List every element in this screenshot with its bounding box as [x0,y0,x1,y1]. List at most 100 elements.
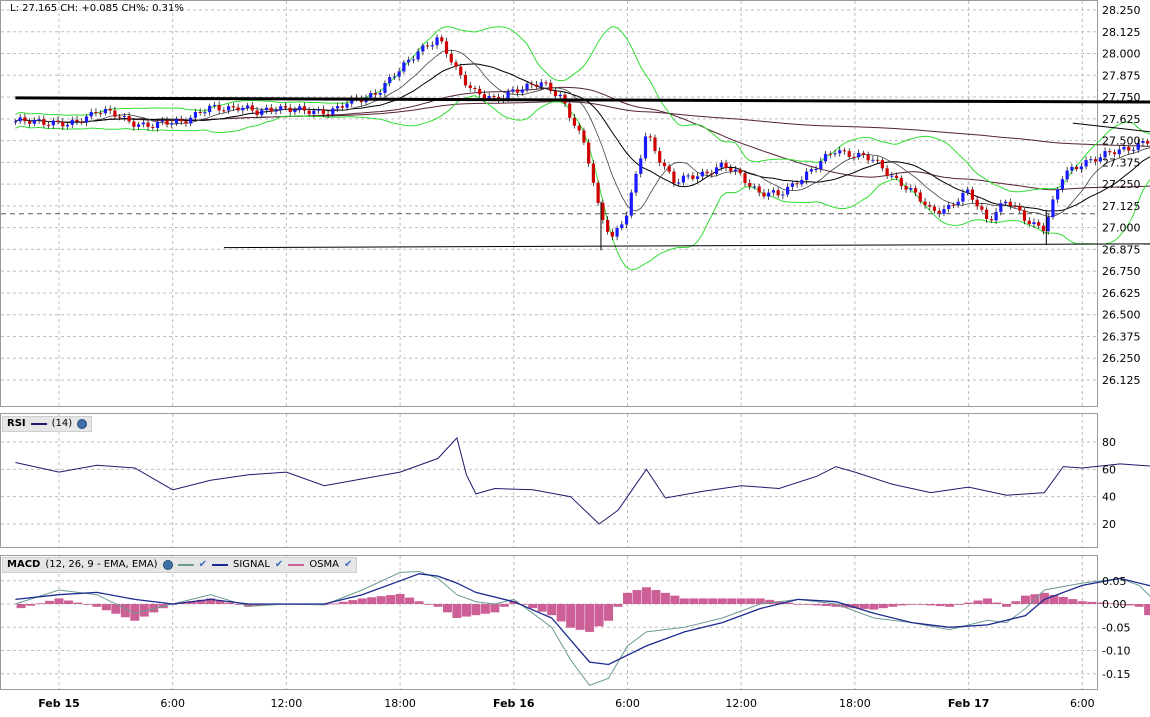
candle [947,204,951,210]
candle [373,93,378,95]
gear-icon[interactable] [77,419,88,429]
gear-icon[interactable] [162,560,173,570]
osma-bar [518,604,528,605]
macd-legend: MACD (12, 26, 9 - EMA, EMA) ✔ SIGNAL ✔ O… [2,557,358,573]
candle [857,152,861,158]
candle [136,124,141,127]
candle [800,179,804,185]
osma-bar [774,601,784,604]
osma-bar [878,604,888,609]
candle [1141,140,1145,143]
candle [771,190,776,193]
candle [539,82,543,87]
candle [89,112,93,117]
check-icon[interactable]: ✔ [274,559,284,570]
osma-bar [679,598,689,604]
osma-bar [755,598,765,604]
candle [639,158,643,174]
osma-bar [1068,599,1078,604]
osma-bar [424,604,434,605]
candle [686,175,690,177]
osma-bar [82,604,92,605]
candle [46,124,51,126]
candle [842,150,847,152]
candle [710,173,714,175]
candle [198,111,202,114]
candle [279,106,283,111]
osma-bar [101,604,111,611]
candle [530,83,534,85]
osma-bar [613,604,623,607]
trendline[interactable] [15,96,1150,106]
candle [634,173,638,193]
osma-bar [452,604,462,618]
candle [871,159,875,161]
candle [421,45,425,52]
candle [179,119,183,122]
macd-legend-osma: OSMA [309,559,339,570]
candle [56,120,60,122]
macd-tick-label: -0.15 [1102,668,1130,681]
osma-bar [244,604,253,607]
candle [193,111,198,118]
candle [160,120,164,122]
candle [937,210,941,214]
price-tick-label: 28.000 [1102,48,1141,61]
candle [141,122,145,125]
osma-bar [461,604,471,617]
osma-bar [727,598,737,604]
trendline[interactable] [223,240,1150,249]
osma-bar [888,604,898,607]
candle [809,169,813,172]
candle [1060,179,1065,190]
candle [1117,149,1121,155]
candle [909,188,913,190]
osma-bar [63,600,73,604]
osma-bar [338,601,348,604]
candle [582,130,586,143]
candle [534,84,539,87]
osma-bar [367,597,377,604]
price-tick-label: 27.750 [1102,91,1141,104]
candle [430,45,434,47]
check-icon[interactable]: ✔ [198,559,207,570]
candle [227,106,231,111]
candle [1056,189,1060,200]
macd-legend-params: (12, 26, 9 - EMA, EMA) [45,559,158,570]
check-icon[interactable]: ✔ [344,559,353,570]
candle [923,201,927,206]
candle [1108,151,1112,153]
candle [648,136,652,138]
candle [37,119,41,121]
price-tick-label: 26.250 [1102,352,1141,365]
candle [866,154,870,161]
candle [42,119,46,125]
candle [885,168,889,176]
candle [473,88,477,90]
osma-bar [641,587,651,604]
price-tick-label: 26.500 [1102,309,1141,322]
osma-bar [537,604,547,612]
candle [1037,222,1041,226]
candle [1103,151,1107,158]
candle [312,110,316,115]
x-tick-label: 18:00 [839,697,871,710]
candle [1112,152,1117,155]
osma-bar [935,604,945,607]
osma-bar [765,599,775,604]
candle [70,119,74,125]
candle [84,116,89,123]
candle [643,136,648,159]
osma-bar [983,598,993,604]
osma-bar [964,602,974,604]
osma-bar [253,604,263,607]
candle [729,167,733,172]
x-tick-label: Feb 16 [493,697,535,710]
candle [288,107,292,113]
candle [999,203,1003,212]
candle [828,153,832,155]
candle [904,185,908,190]
x-tick-label: 6:00 [1070,697,1095,710]
candle [108,108,112,111]
candle [203,112,207,114]
